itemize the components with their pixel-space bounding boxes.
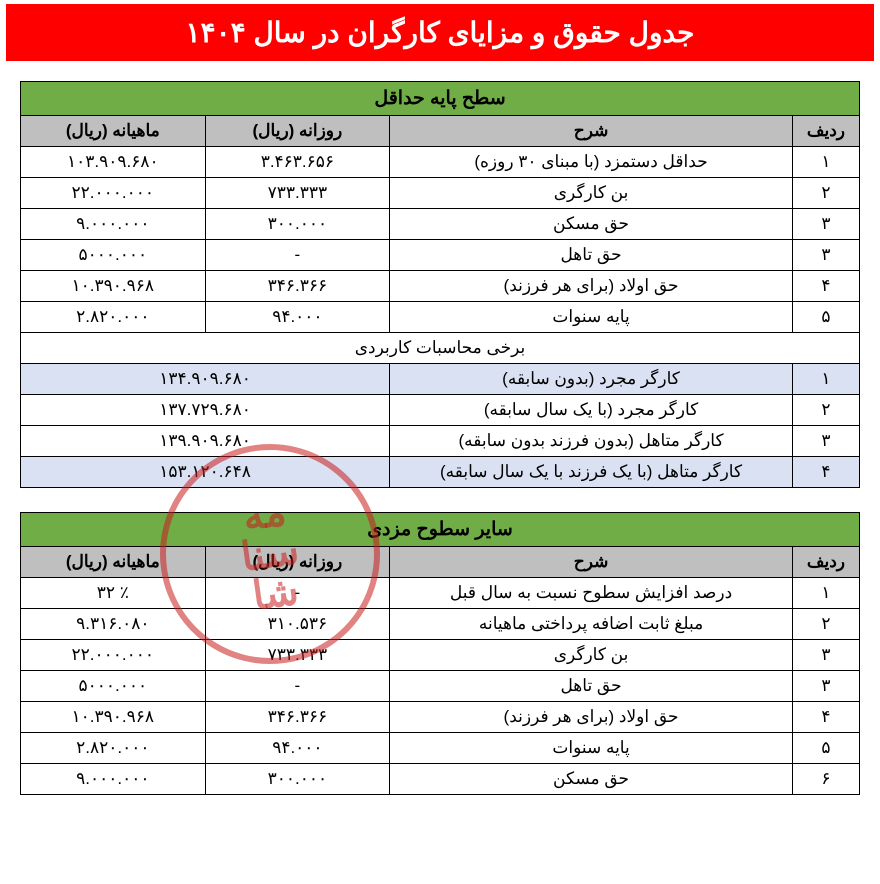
cell-desc: درصد افزایش سطوح نسبت به سال قبل xyxy=(390,578,793,609)
cell-index: ۳ xyxy=(792,671,859,702)
cell-index: ۴ xyxy=(792,271,859,302)
cell-monthly: ۲.۸۲۰.۰۰۰ xyxy=(21,302,206,333)
cell-index: ۲ xyxy=(792,178,859,209)
cell-desc: حق تاهل xyxy=(390,671,793,702)
cell-desc: بن کارگری xyxy=(390,178,793,209)
table-minimum-level: سطح پایه حداقل ردیف شرح روزانه (ریال) ما… xyxy=(20,81,860,488)
cell-index: ۲ xyxy=(792,609,859,640)
cell-daily: - xyxy=(205,578,390,609)
table-other-levels: سایر سطوح مزدی ردیف شرح روزانه (ریال) ما… xyxy=(20,512,860,795)
cell-monthly: ۵۰۰۰.۰۰۰ xyxy=(21,671,206,702)
col-daily: روزانه (ریال) xyxy=(205,116,390,147)
cell-monthly: ۲.۸۲۰.۰۰۰ xyxy=(21,733,206,764)
col-index: ردیف xyxy=(792,116,859,147)
cell-value: ۱۵۳.۱۲۰.۶۴۸ xyxy=(21,457,390,488)
col-daily: روزانه (ریال) xyxy=(205,547,390,578)
cell-value: ۱۳۹.۹۰۹.۶۸۰ xyxy=(21,426,390,457)
page-title: جدول حقوق و مزایای کارگران در سال ۱۴۰۴ xyxy=(6,4,874,61)
cell-desc: حق اولاد (برای هر فرزند) xyxy=(390,271,793,302)
cell-index: ۳ xyxy=(792,640,859,671)
cell-monthly: ۱۰.۳۹۰.۹۶۸ xyxy=(21,702,206,733)
col-monthly: ماهیانه (ریال) xyxy=(21,116,206,147)
cell-index: ۱ xyxy=(792,147,859,178)
cell-daily: ۷۳۳.۳۳۳ xyxy=(205,178,390,209)
section-header-min: سطح پایه حداقل xyxy=(21,82,860,116)
cell-monthly: ٪ ۳۲ xyxy=(21,578,206,609)
cell-desc: حداقل دستمزد (با مبنای ۳۰ روزه) xyxy=(390,147,793,178)
cell-index: ۱ xyxy=(792,364,859,395)
cell-monthly: ۵۰۰۰.۰۰۰ xyxy=(21,240,206,271)
cell-index: ۳ xyxy=(792,240,859,271)
cell-index: ۵ xyxy=(792,302,859,333)
cell-monthly: ۱۰۳.۹۰۹.۶۸۰ xyxy=(21,147,206,178)
cell-daily: ۹۴.۰۰۰ xyxy=(205,302,390,333)
section-header-other: سایر سطوح مزدی xyxy=(21,513,860,547)
cell-index: ۵ xyxy=(792,733,859,764)
cell-index: ۶ xyxy=(792,764,859,795)
cell-monthly: ۹.۰۰۰.۰۰۰ xyxy=(21,209,206,240)
cell-value: ۱۳۷.۷۲۹.۶۸۰ xyxy=(21,395,390,426)
cell-desc: بن کارگری xyxy=(390,640,793,671)
cell-daily: ۳.۴۶۳.۶۵۶ xyxy=(205,147,390,178)
cell-index: ۳ xyxy=(792,426,859,457)
cell-daily: ۹۴.۰۰۰ xyxy=(205,733,390,764)
cell-daily: - xyxy=(205,240,390,271)
cell-desc: حق اولاد (برای هر فرزند) xyxy=(390,702,793,733)
cell-value: ۱۳۴.۹۰۹.۶۸۰ xyxy=(21,364,390,395)
cell-index: ۱ xyxy=(792,578,859,609)
cell-desc: کارگر مجرد (با یک سال سابقه) xyxy=(390,395,793,426)
cell-daily: ۳۰۰.۰۰۰ xyxy=(205,209,390,240)
calc-subheader: برخی محاسبات کاربردی xyxy=(21,333,860,364)
col-desc: شرح xyxy=(390,547,793,578)
cell-index: ۴ xyxy=(792,702,859,733)
cell-monthly: ۹.۳۱۶.۰۸۰ xyxy=(21,609,206,640)
col-index: ردیف xyxy=(792,547,859,578)
col-desc: شرح xyxy=(390,116,793,147)
cell-daily: - xyxy=(205,671,390,702)
cell-monthly: ۲۲.۰۰۰.۰۰۰ xyxy=(21,640,206,671)
cell-desc: حق مسکن xyxy=(390,764,793,795)
cell-desc: پایه سنوات xyxy=(390,733,793,764)
cell-desc: کارگر مجرد (بدون سابقه) xyxy=(390,364,793,395)
cell-desc: حق مسکن xyxy=(390,209,793,240)
cell-daily: ۳۴۶.۳۶۶ xyxy=(205,702,390,733)
cell-index: ۲ xyxy=(792,395,859,426)
cell-desc: کارگر متاهل (بدون فرزند بدون سابقه) xyxy=(390,426,793,457)
cell-daily: ۳۰۰.۰۰۰ xyxy=(205,764,390,795)
cell-daily: ۳۴۶.۳۶۶ xyxy=(205,271,390,302)
cell-daily: ۳۱۰.۵۳۶ xyxy=(205,609,390,640)
cell-monthly: ۹.۰۰۰.۰۰۰ xyxy=(21,764,206,795)
cell-daily: ۷۳۳.۳۳۳ xyxy=(205,640,390,671)
cell-index: ۴ xyxy=(792,457,859,488)
cell-desc: پایه سنوات xyxy=(390,302,793,333)
cell-index: ۳ xyxy=(792,209,859,240)
cell-monthly: ۲۲.۰۰۰.۰۰۰ xyxy=(21,178,206,209)
col-monthly: ماهیانه (ریال) xyxy=(21,547,206,578)
cell-desc: حق تاهل xyxy=(390,240,793,271)
cell-desc: مبلغ ثابت اضافه پرداختی ماهیانه xyxy=(390,609,793,640)
cell-desc: کارگر متاهل (با یک فرزند با یک سال سابقه… xyxy=(390,457,793,488)
cell-monthly: ۱۰.۳۹۰.۹۶۸ xyxy=(21,271,206,302)
